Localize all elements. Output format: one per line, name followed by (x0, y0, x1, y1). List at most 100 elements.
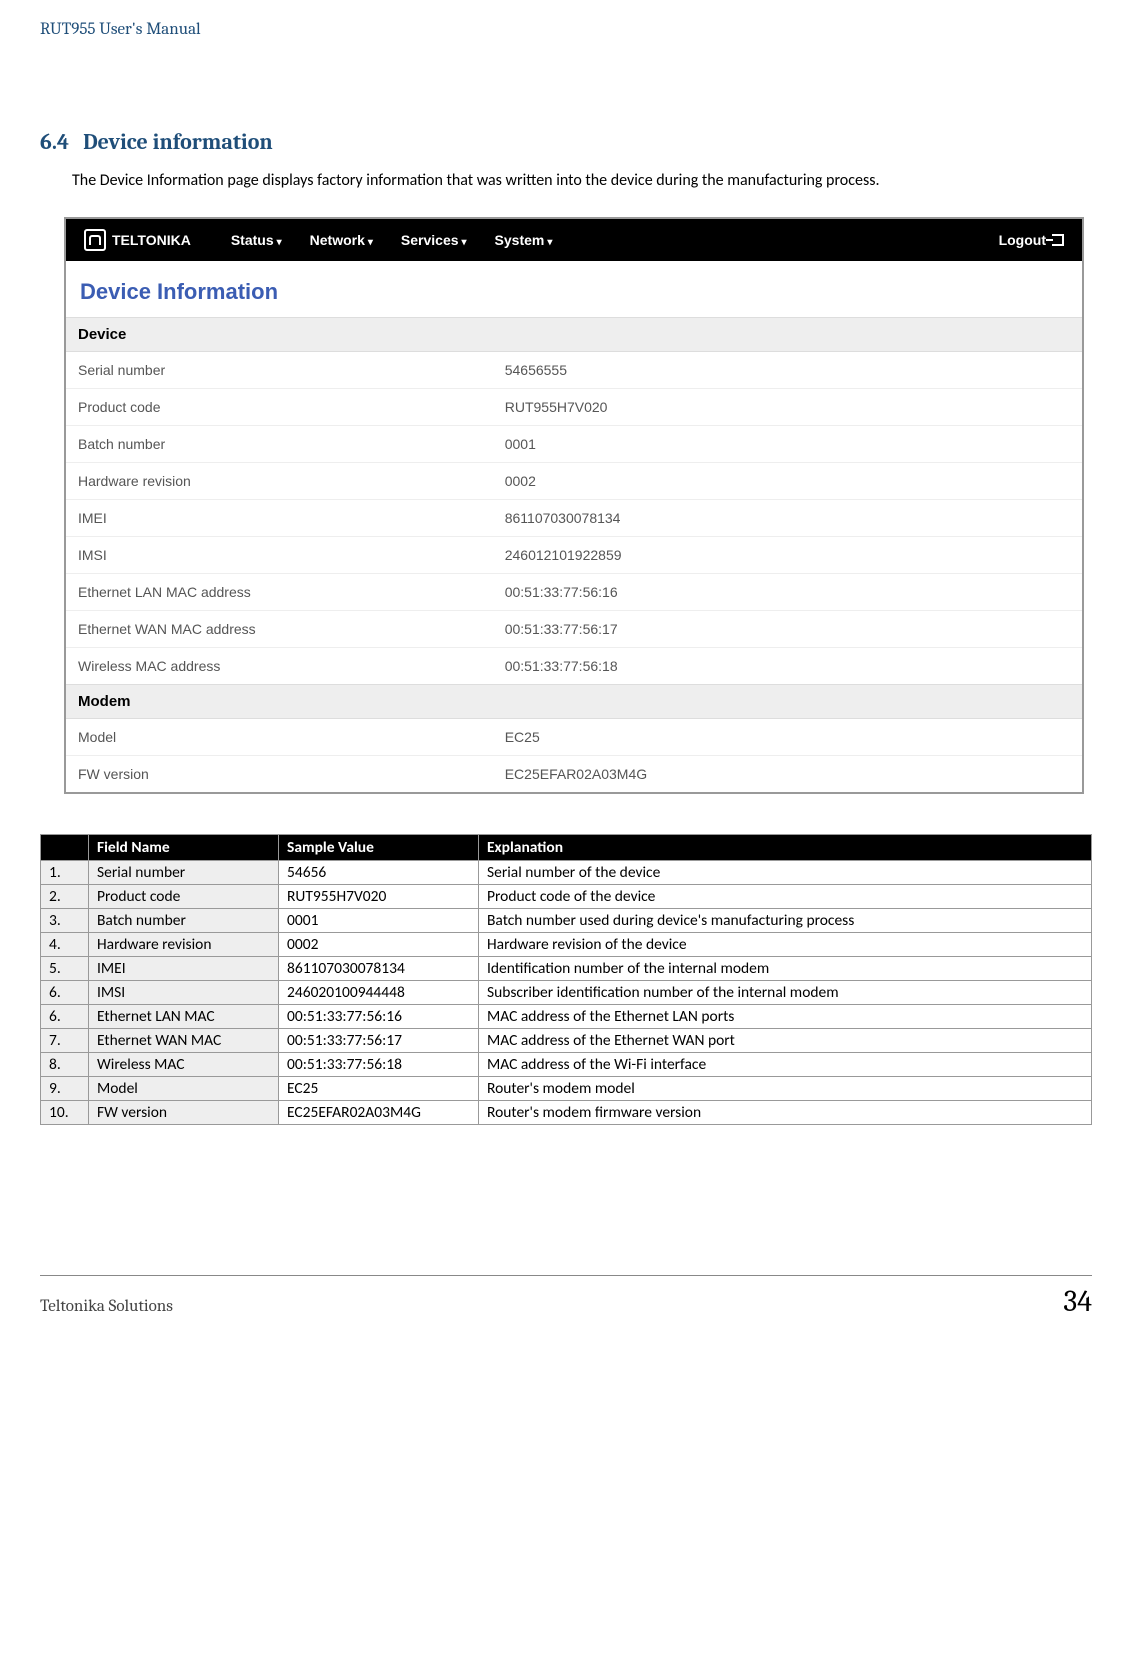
row-value: 00:51:33:77:56:16 (493, 574, 1082, 610)
footer-left: Teltonika Solutions (40, 1297, 173, 1316)
row-label: Ethernet WAN MAC address (66, 611, 493, 647)
table-cell: Serial number (89, 861, 279, 885)
page-footer: Teltonika Solutions 34 (40, 1275, 1092, 1319)
table-cell: Wireless MAC (89, 1053, 279, 1077)
table-cell: RUT955H7V020 (279, 885, 479, 909)
table-cell: Batch number (89, 909, 279, 933)
row-label: Serial number (66, 352, 493, 388)
row-label: Hardware revision (66, 463, 493, 499)
table-cell: IMEI (89, 957, 279, 981)
row-label: IMSI (66, 537, 493, 573)
table-cell: IMSI (89, 981, 279, 1005)
info-row: Wireless MAC address00:51:33:77:56:18 (66, 648, 1082, 684)
device-rows: Serial number54656555Product codeRUT955H… (66, 352, 1082, 684)
table-cell: 5. (41, 957, 89, 981)
table-row: 3.Batch number0001Batch number used duri… (41, 909, 1092, 933)
table-row: 7.Ethernet WAN MAC00:51:33:77:56:17MAC a… (41, 1029, 1092, 1053)
info-row: IMEI861107030078134 (66, 500, 1082, 537)
row-value: 0001 (493, 426, 1082, 462)
table-row: 2.Product codeRUT955H7V020Product code o… (41, 885, 1092, 909)
table-cell: 0001 (279, 909, 479, 933)
row-value: 54656555 (493, 352, 1082, 388)
table-cell: Identification number of the internal mo… (479, 957, 1092, 981)
logout-label: Logout (999, 232, 1046, 248)
row-label: Wireless MAC address (66, 648, 493, 684)
table-cell: MAC address of the Ethernet WAN port (479, 1029, 1092, 1053)
table-cell: Router's modem firmware version (479, 1101, 1092, 1125)
table-row: 9.ModelEC25Router's modem model (41, 1077, 1092, 1101)
nav-system[interactable]: System▾ (495, 232, 553, 248)
row-value: RUT955H7V020 (493, 389, 1082, 425)
table-cell: Router's modem model (479, 1077, 1092, 1101)
table-cell: 10. (41, 1101, 89, 1125)
section-number: 6.4 (40, 129, 69, 155)
table-cell: EC25EFAR02A03M4G (279, 1101, 479, 1125)
table-row: 6.IMSI246020100944448Subscriber identifi… (41, 981, 1092, 1005)
info-row: Serial number54656555 (66, 352, 1082, 389)
table-cell: Product code of the device (479, 885, 1092, 909)
brand-text: TELTONIKA (112, 232, 191, 248)
chevron-down-icon: ▾ (462, 237, 467, 248)
info-row: Ethernet WAN MAC address00:51:33:77:56:1… (66, 611, 1082, 648)
table-cell: 2. (41, 885, 89, 909)
nav-item-label: Network (310, 232, 365, 248)
table-cell: Ethernet LAN MAC (89, 1005, 279, 1029)
row-value: EC25EFAR02A03M4G (493, 756, 1082, 792)
chevron-down-icon: ▾ (277, 237, 282, 248)
row-value: EC25 (493, 719, 1082, 755)
row-label: Ethernet LAN MAC address (66, 574, 493, 610)
section-device: Device (66, 317, 1082, 352)
modem-rows: ModelEC25FW versionEC25EFAR02A03M4G (66, 719, 1082, 792)
table-cell: 00:51:33:77:56:16 (279, 1005, 479, 1029)
nav-status[interactable]: Status▾ (231, 232, 282, 248)
nav-item-label: Services (401, 232, 459, 248)
table-cell: Ethernet WAN MAC (89, 1029, 279, 1053)
nav-network[interactable]: Network▾ (310, 232, 373, 248)
chevron-down-icon: ▾ (368, 237, 373, 248)
table-cell: Serial number of the device (479, 861, 1092, 885)
table-cell: 8. (41, 1053, 89, 1077)
brand[interactable]: TELTONIKA (84, 229, 191, 251)
table-cell: 861107030078134 (279, 957, 479, 981)
nav-item-label: Status (231, 232, 274, 248)
table-cell: 7. (41, 1029, 89, 1053)
table-cell: 00:51:33:77:56:17 (279, 1029, 479, 1053)
table-row: 10.FW versionEC25EFAR02A03M4GRouter's mo… (41, 1101, 1092, 1125)
table-cell: 6. (41, 1005, 89, 1029)
router-ui-screenshot: TELTONIKA Status▾ Network▾ Services▾ Sys… (64, 217, 1084, 794)
table-cell: 9. (41, 1077, 89, 1101)
row-value: 00:51:33:77:56:18 (493, 648, 1082, 684)
table-cell: 1. (41, 861, 89, 885)
info-row: Hardware revision0002 (66, 463, 1082, 500)
doc-header: RUT955 User's Manual (40, 20, 1092, 39)
table-cell: 0002 (279, 933, 479, 957)
info-row: ModelEC25 (66, 719, 1082, 756)
info-row: IMSI246012101922859 (66, 537, 1082, 574)
col-header: Field Name (89, 835, 279, 861)
row-label: Product code (66, 389, 493, 425)
logout-icon (1052, 234, 1064, 246)
page-title: Device Information (66, 261, 1082, 317)
table-cell: Subscriber identification number of the … (479, 981, 1092, 1005)
nav-services[interactable]: Services▾ (401, 232, 467, 248)
logout-link[interactable]: Logout (999, 232, 1064, 248)
table-cell: MAC address of the Wi-Fi interface (479, 1053, 1092, 1077)
nav-item-label: System (495, 232, 545, 248)
section-heading: 6.4Device information (40, 129, 1092, 155)
row-label: Model (66, 719, 493, 755)
page-number: 34 (1063, 1284, 1092, 1319)
table-cell: 6. (41, 981, 89, 1005)
table-cell: 4. (41, 933, 89, 957)
table-cell: Model (89, 1077, 279, 1101)
table-cell: Batch number used during device's manufa… (479, 909, 1092, 933)
table-row: 5.IMEI861107030078134Identification numb… (41, 957, 1092, 981)
chevron-down-icon: ▾ (547, 237, 552, 248)
info-row: FW versionEC25EFAR02A03M4G (66, 756, 1082, 792)
top-nav: TELTONIKA Status▾ Network▾ Services▾ Sys… (66, 219, 1082, 261)
col-header (41, 835, 89, 861)
brand-icon (84, 229, 106, 251)
table-cell: EC25 (279, 1077, 479, 1101)
table-cell: FW version (89, 1101, 279, 1125)
table-cell: Product code (89, 885, 279, 909)
table-cell: 3. (41, 909, 89, 933)
